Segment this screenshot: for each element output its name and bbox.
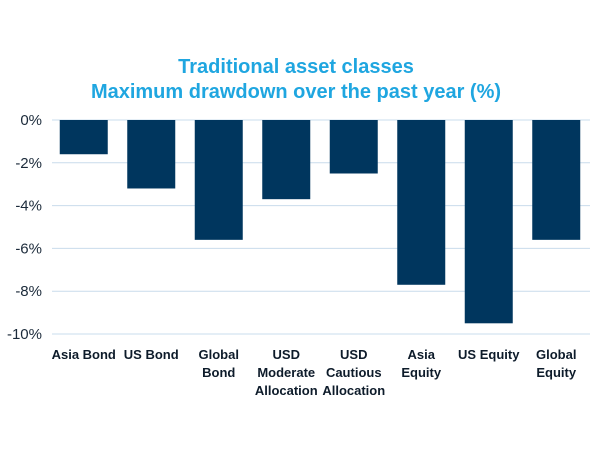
x-category-label: US Equity [458,347,520,362]
x-category-label-line: USD [273,347,300,362]
x-category-label: Asia Equity [401,347,441,380]
x-category-label-line: Equity [401,365,441,380]
x-category-label-line: Equity [536,365,576,380]
y-tick-label: 0% [20,112,42,129]
x-category-label-line: Asia [408,347,436,362]
x-category-label-line: Allocation [255,383,318,398]
x-category-label-line: Asia Bond [52,347,116,362]
y-tick-label: -4% [15,198,42,215]
y-tick-label: -6% [15,240,42,257]
x-category-label-line: Bond [202,365,235,380]
x-category-label: US Bond [124,347,179,362]
y-tick-label: -10% [7,326,42,343]
bar [532,120,581,240]
x-category-label-line: US Bond [124,347,179,362]
x-category-label: USD Cautious Allocation [322,347,385,398]
bar [464,120,513,324]
x-category-label: Asia Bond [52,347,116,362]
x-category-label: USD Moderate Allocation [255,347,318,398]
x-category-label-line: Global [536,347,576,362]
bar [262,120,311,200]
y-tick-label: -2% [15,155,42,172]
bar [59,120,108,155]
chart-title-line-2: Maximum drawdown over the past year (%) [90,81,502,103]
x-category-label: Global Bond [199,347,239,380]
y-tick-label: -8% [15,283,42,300]
chart-title-line-1: Traditional asset classes [178,56,414,78]
bar [329,120,378,174]
bars [59,120,581,324]
x-category-label-line: US Equity [458,347,520,362]
x-category-label-line: Allocation [322,383,385,398]
x-category-label-line: Global [199,347,239,362]
bar [194,120,243,240]
x-axis-categories: Asia Bond US Bond Global Bond USD Moderate All… [52,347,577,398]
x-category-label: Global Equity [536,347,577,380]
bar [127,120,176,189]
x-category-label-line: Cautious [326,365,382,380]
x-category-label-line: USD [340,347,367,362]
x-category-label-line: Moderate [257,365,315,380]
bar [397,120,446,285]
y-axis-ticks: 0% -2% -4% -6% -8% -10% [7,112,42,343]
